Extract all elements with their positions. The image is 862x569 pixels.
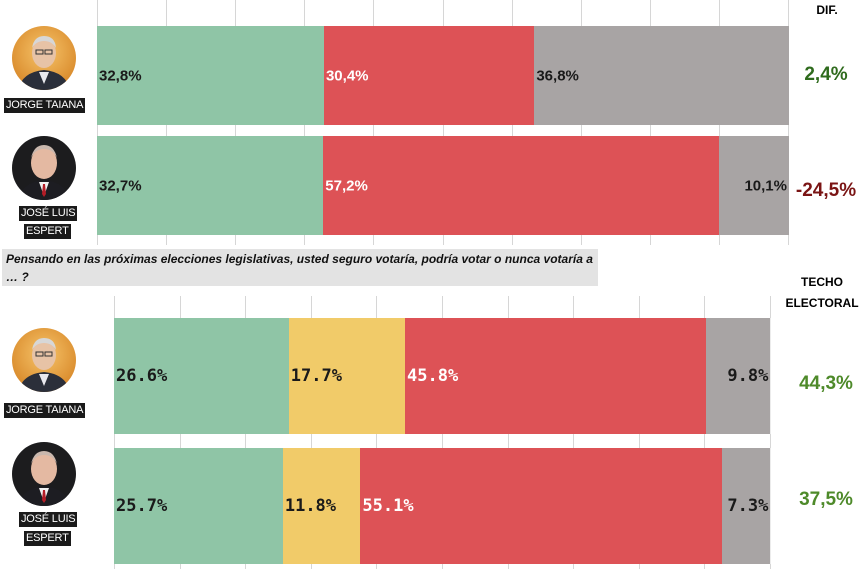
espert-name-tag-bottom-line2: ESPERT	[24, 531, 71, 546]
data-label: 17.7%	[290, 366, 342, 386]
data-label: 9.8%	[727, 366, 769, 386]
espert-name-tag-top-line1: JOSÉ LUIS	[19, 206, 78, 221]
taiana-portrait-top	[12, 26, 76, 90]
bar-row-0: 32,8% 30,4% 36,8%	[97, 26, 789, 125]
bottom-stacked-bar-chart: 26.6% 17.7% 45.8% 9.8% 25.7% 11.8% 55.1% 7.3%	[114, 296, 771, 569]
bar-segment: 32,8%	[97, 26, 324, 125]
data-label: 45.8%	[407, 366, 459, 386]
data-label: 36,8%	[536, 67, 579, 84]
bar-segment: 25.7%	[114, 448, 283, 564]
data-label: 30,4%	[325, 67, 369, 84]
data-label: 57,2%	[325, 177, 368, 194]
dif-header: DIF.	[816, 3, 838, 17]
techo-taiana: 44,3%	[799, 373, 853, 394]
bar-row-0: 26.6% 17.7% 45.8% 9.8%	[114, 318, 771, 434]
data-label: 10,1%	[744, 177, 787, 194]
survey-question: Pensando en las próximas elecciones legi…	[2, 249, 598, 286]
espert-portrait-top	[12, 136, 76, 200]
bar-segment: 36,8%	[534, 26, 789, 125]
bar-segment: 30,4%	[323, 26, 535, 125]
data-label: 32,7%	[99, 177, 142, 194]
electoral-header: ELECTORAL	[785, 296, 859, 310]
data-label: 25.7%	[116, 496, 168, 516]
taiana-name-tag-top: JORGE TAIANA	[4, 98, 86, 113]
data-label: 32,8%	[99, 67, 142, 84]
bar-segment: 9.8%	[705, 318, 771, 434]
bar-segment: 55.1%	[360, 448, 723, 564]
bar-segment: 57,2%	[323, 136, 720, 235]
dif-taiana: 2,4%	[804, 64, 848, 85]
bar-segment: 11.8%	[282, 448, 361, 564]
techo-espert: 37,5%	[799, 489, 853, 510]
bar-segment: 45.8%	[405, 318, 706, 434]
espert-name-tag-bottom-line1: JOSÉ LUIS	[19, 512, 78, 527]
taiana-portrait-bottom	[12, 328, 76, 392]
top-stacked-bar-chart: 32,8% 30,4% 36,8% 32,7% 57,2% 10,1%	[97, 0, 789, 245]
bar-row-1: 32,7% 57,2% 10,1%	[97, 136, 789, 235]
dif-espert: -24,5%	[795, 180, 857, 201]
bar-segment: 10,1%	[719, 136, 789, 235]
bar-row-1: 25.7% 11.8% 55.1% 7.3%	[114, 448, 771, 564]
data-label: 55.1%	[362, 496, 414, 516]
techo-header: TECHO	[801, 275, 843, 289]
bar-segment: 7.3%	[722, 448, 771, 564]
data-label: 26.6%	[116, 366, 168, 386]
bar-segment: 26.6%	[114, 318, 289, 434]
bar-segment: 32,7%	[97, 136, 324, 235]
bar-segment: 17.7%	[288, 318, 406, 434]
espert-portrait-bottom	[12, 442, 76, 506]
data-label: 11.8%	[284, 496, 337, 516]
espert-name-tag-top-line2: ESPERT	[24, 224, 71, 239]
data-label: 7.3%	[727, 496, 769, 516]
taiana-name-tag-bottom: JORGE TAIANA	[4, 403, 86, 418]
